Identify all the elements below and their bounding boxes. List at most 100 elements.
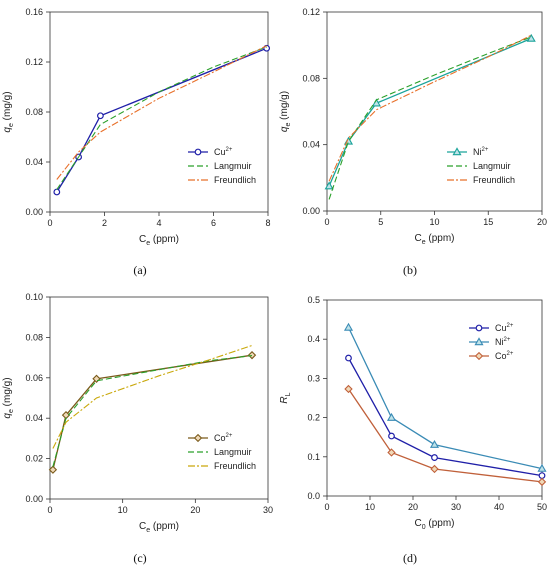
legend-marker: [474, 337, 484, 346]
series-line-freundlich: [52, 344, 253, 449]
data-point: [97, 112, 104, 120]
x-axis-label-unit: (ppm): [426, 233, 455, 244]
y-tick-label: 0.04: [25, 413, 43, 423]
x-tick-label: 0: [324, 502, 329, 512]
y-tick-label: 0.4: [307, 334, 320, 344]
data-point: [247, 350, 257, 360]
legend-label-sup: 2+: [507, 351, 514, 357]
legend-label-name: Langmuir: [214, 161, 252, 171]
legend-label-sup: 2+: [226, 147, 233, 153]
legend: Co2+ Langmuir Freundlich: [188, 433, 256, 471]
data-point: [429, 439, 440, 448]
y-axis-label-unit: (mg/g): [2, 377, 13, 409]
legend-label: Freundlich: [214, 461, 256, 471]
x-tick-label: 10: [429, 217, 439, 227]
data-point: [345, 354, 352, 362]
y-axis-label: qe (mg/g): [2, 91, 15, 132]
y-axis-label-unit: (mg/g): [279, 91, 290, 123]
data-point: [92, 374, 101, 383]
y-tick-label: 0.0: [307, 491, 320, 501]
legend-label-name: Langmuir: [214, 447, 252, 457]
legend-marker: [452, 147, 462, 156]
legend-marker: [194, 148, 202, 156]
legend-label-sup: 2+: [226, 433, 233, 439]
data-point: [324, 181, 334, 190]
x-tick-label: 2: [102, 218, 107, 228]
legend-label-name: Cu: [214, 147, 226, 157]
y-tick-label: 0.06: [25, 373, 43, 383]
y-axis-label-unit: (mg/g): [2, 91, 13, 123]
data-point: [343, 322, 354, 331]
series-line-cu: [347, 357, 543, 477]
x-tick-label: 8: [265, 218, 270, 228]
panel-label: (a): [133, 263, 146, 277]
legend-label-name: Freundlich: [214, 461, 256, 471]
x-axis-label: Ce (ppm): [139, 521, 179, 534]
data-point: [53, 188, 61, 196]
series-line-freundlich: [328, 34, 532, 182]
y-tick-label: 0.00: [25, 207, 43, 217]
series-line-langmuir: [56, 46, 267, 190]
y-axis-label-sub: e: [8, 123, 15, 127]
legend-label-name: Freundlich: [473, 175, 515, 185]
y-tick-label: 0.08: [25, 107, 43, 117]
data-point: [538, 472, 546, 480]
y-tick-label: 0.2: [307, 413, 320, 423]
y-tick-label: 0.00: [25, 494, 43, 504]
legend-label-name: Ni: [473, 147, 482, 157]
x-axis-label: C0 (ppm): [414, 518, 454, 531]
data-point: [537, 463, 547, 472]
y-tick-label: 0.16: [25, 7, 43, 17]
legend-label: Co2+: [214, 433, 233, 443]
x-axis-label: Ce (ppm): [414, 233, 454, 246]
x-tick-label: 20: [537, 217, 547, 227]
data-point: [371, 98, 381, 107]
x-tick-label: 10: [365, 502, 375, 512]
data-point: [387, 448, 396, 457]
panel-label: (d): [403, 551, 417, 565]
y-tick-label: 0.10: [25, 292, 43, 302]
x-axis-label-main: C: [139, 521, 146, 532]
legend-label-name: Langmuir: [473, 161, 511, 171]
plot-frame: [49, 296, 269, 500]
y-tick-label: 0.00: [302, 206, 320, 216]
y-axis-label-sub: L: [285, 392, 292, 396]
series-line-co: [347, 388, 543, 483]
legend-label: Langmuir: [473, 161, 511, 171]
x-tick-label: 6: [211, 218, 216, 228]
legend-label-name: Co: [214, 433, 226, 443]
panel-label: (c): [133, 551, 146, 565]
x-tick-label: 15: [483, 217, 493, 227]
x-tick-label: 40: [494, 502, 504, 512]
legend-label-name: Ni: [495, 337, 504, 347]
y-axis-label-sub: e: [8, 409, 15, 413]
data-point: [431, 454, 438, 461]
data-point: [386, 412, 397, 421]
x-axis-label-sub: e: [146, 240, 150, 247]
y-tick-label: 0.04: [25, 157, 43, 167]
y-axis-label-main: q: [2, 413, 13, 419]
x-tick-label: 0: [47, 218, 52, 228]
x-tick-label: 0: [47, 505, 52, 515]
data-point: [537, 477, 547, 487]
y-axis-label: qe (mg/g): [279, 91, 292, 132]
legend-label-sup: 2+: [504, 337, 511, 343]
x-tick-label: 30: [451, 502, 461, 512]
chart-panel-3: 0 10 20 30 0.00 0.02 0.04 0.06 0.08 0.10 Ce (ppm) q…: [2, 292, 273, 565]
x-tick-label: 10: [118, 505, 128, 515]
y-tick-label: 0.12: [302, 7, 320, 17]
legend-label: Langmuir: [214, 447, 252, 457]
legend-label-sup: 2+: [507, 323, 514, 329]
y-axis-label-main: q: [2, 127, 13, 133]
series-line-freundlich: [56, 45, 267, 180]
legend-label-name: Freundlich: [214, 175, 256, 185]
legend-label-name: Cu: [495, 323, 507, 333]
series-line-cu: [56, 47, 267, 193]
legend-label: Freundlich: [214, 175, 256, 185]
legend-label: Langmuir: [214, 161, 252, 171]
y-tick-label: 0.08: [25, 332, 43, 342]
legend-marker: [193, 433, 203, 443]
y-axis-label-main: q: [279, 126, 290, 132]
